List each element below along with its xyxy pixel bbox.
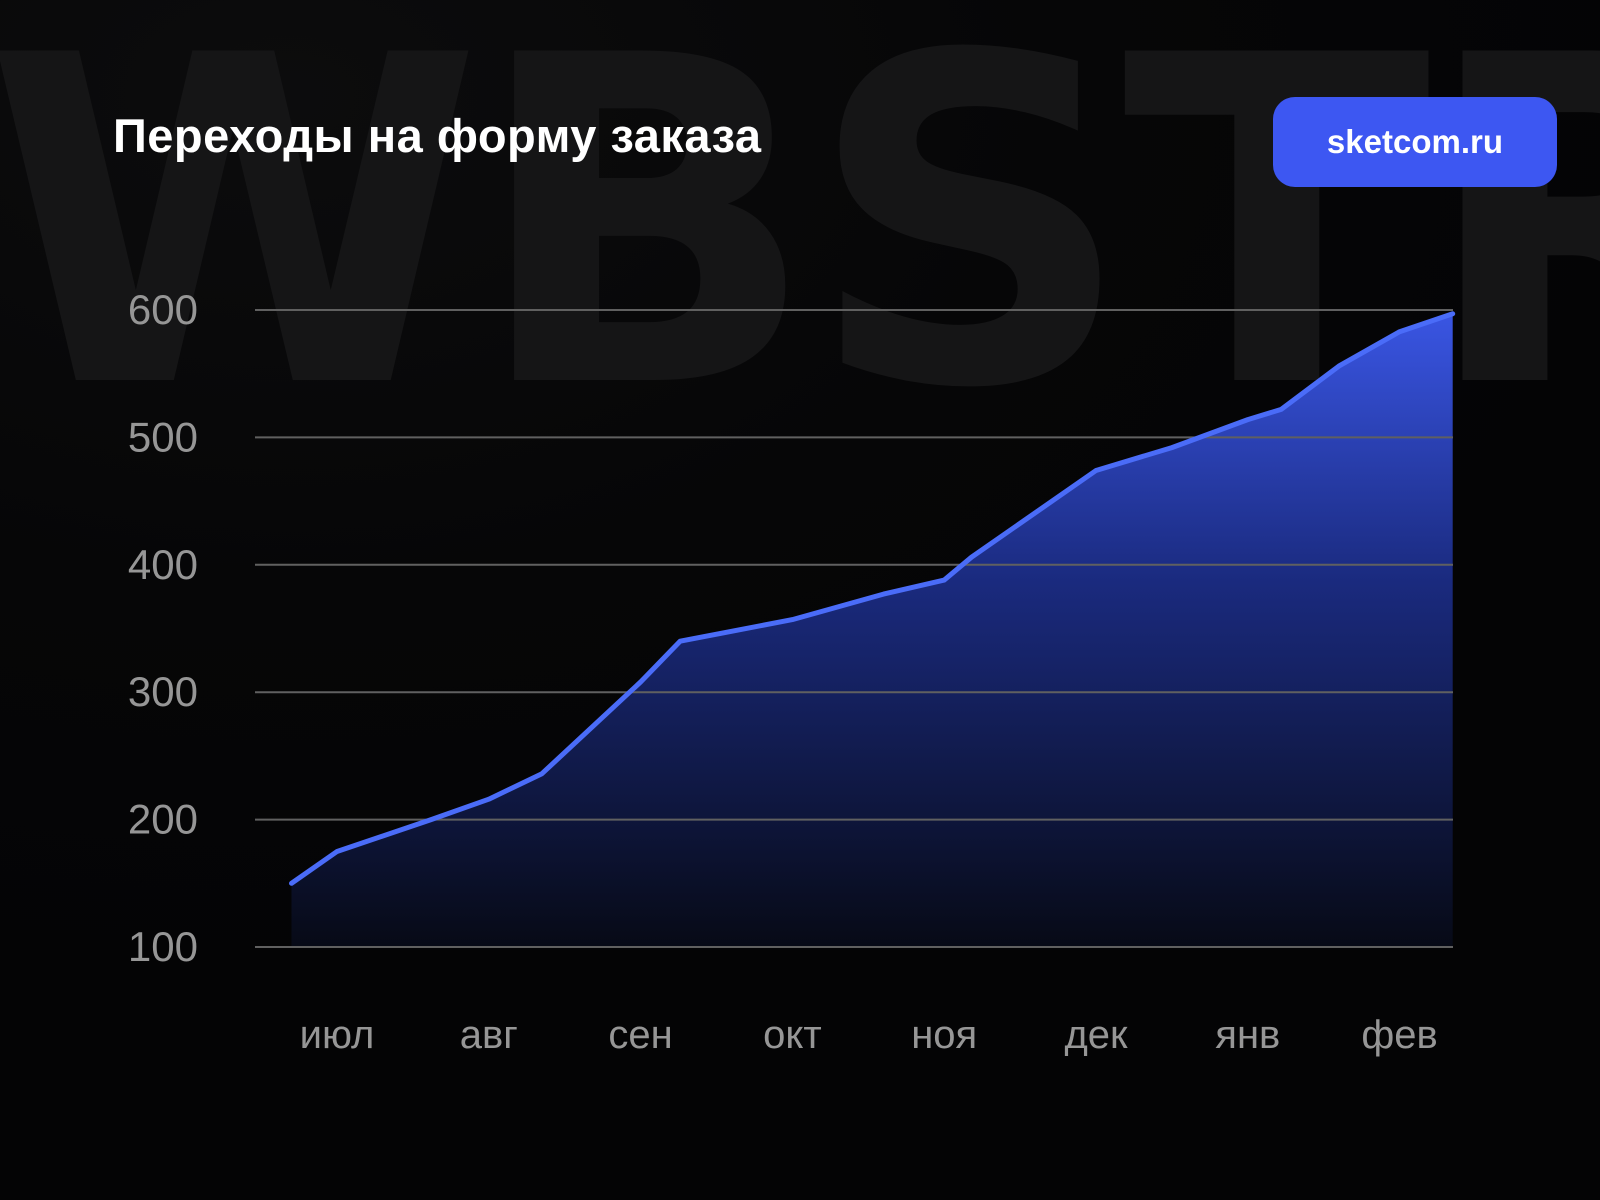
y-tick-label: 100 bbox=[128, 923, 198, 970]
x-tick-label: сен bbox=[608, 1013, 672, 1057]
y-tick-label: 600 bbox=[128, 286, 198, 333]
x-tick-label: авг bbox=[460, 1013, 518, 1057]
x-tick-label: янв bbox=[1215, 1013, 1280, 1057]
x-tick-label: окт bbox=[763, 1013, 822, 1057]
x-tick-label: фев bbox=[1361, 1013, 1437, 1057]
brand-badge[interactable]: sketcom.ru bbox=[1272, 97, 1557, 187]
series-line bbox=[289, 311, 1456, 886]
x-tick-label: дек bbox=[1064, 1013, 1128, 1057]
brand-badge-label: sketcom.ru bbox=[1326, 123, 1503, 160]
x-tick-label: июл bbox=[300, 1013, 375, 1057]
y-tick-label: 500 bbox=[128, 413, 198, 460]
page-title: Переходы на форму заказа bbox=[113, 109, 762, 162]
y-tick-label: 200 bbox=[128, 796, 198, 843]
series-area bbox=[291, 313, 1453, 947]
x-tick-label: ноя bbox=[911, 1013, 977, 1057]
y-tick-label: 400 bbox=[128, 541, 198, 588]
y-tick-label: 300 bbox=[128, 668, 198, 715]
